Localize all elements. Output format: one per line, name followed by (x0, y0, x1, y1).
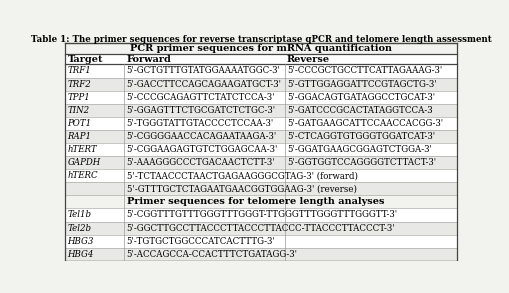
Bar (65, 156, 457, 169)
Text: 5'-CGGGGAACCACAGAATAAGA-3': 5'-CGGGGAACCACAGAATAAGA-3' (126, 132, 276, 141)
Text: Tel2b: Tel2b (68, 224, 92, 233)
Bar (65, 182, 457, 195)
Text: 5'-GTTGGAGGATTCCGTAGCTG-3': 5'-GTTGGAGGATTCCGTAGCTG-3' (287, 80, 436, 88)
Text: 5'-GTTTGCTCTAGAATGAACGGTGGAAG-3' (reverse): 5'-GTTTGCTCTAGAATGAACGGTGGAAG-3' (revers… (126, 184, 356, 193)
Bar (65, 78, 457, 91)
Text: 5'-TGTGCTGGCCCATCACTTTG-3': 5'-TGTGCTGGCCCATCACTTTG-3' (126, 237, 275, 246)
Text: 5'-AAAGGGCCCTGACAACTCTT-3': 5'-AAAGGGCCCTGACAACTCTT-3' (126, 158, 275, 167)
Text: Primer sequences for telomere length analyses: Primer sequences for telomere length ana… (126, 197, 383, 206)
Text: 5'-GACCTTCCAGCAGAAGATGCT-3': 5'-GACCTTCCAGCAGAAGATGCT-3' (126, 80, 281, 88)
Text: 5'-CCCGCTGCCTTCATTAGAAAG-3': 5'-CCCGCTGCCTTCATTAGAAAG-3' (287, 67, 441, 76)
Text: 5'-TGGGTATTGTACCCCTCCAA-3': 5'-TGGGTATTGTACCCCTCCAA-3' (126, 119, 273, 128)
Text: 5'-GGACAGTGATAGGCCTGCAT-3': 5'-GGACAGTGATAGGCCTGCAT-3' (287, 93, 434, 102)
Text: TIN2: TIN2 (68, 106, 90, 115)
Bar (65, 195, 457, 208)
Text: 5'-CGGTTTGTTTGGGTTTGGGT-TTGGGTTTGGGTTTGGGTT-3': 5'-CGGTTTGTTTGGGTTTGGGT-TTGGGTTTGGGTTTGG… (126, 210, 397, 219)
Text: 5'-GGATGAAGCGGAGTCTGGA-3': 5'-GGATGAAGCGGAGTCTGGA-3' (287, 145, 431, 154)
Bar (65, 235, 457, 248)
Text: GAPDH: GAPDH (68, 158, 101, 167)
Text: Target: Target (68, 54, 103, 64)
Text: 5'-GGCTTGCCTTACCCTTACCCTTACCC-TTACCCTTACCCT-3': 5'-GGCTTGCCTTACCCTTACCCTTACCC-TTACCCTTAC… (126, 224, 394, 233)
Text: 5'-GATGAAGCATTCCAACCACGG-3': 5'-GATGAAGCATTCCAACCACGG-3' (287, 119, 442, 128)
Text: 5'-GCTGTTTGTATGGAAAATGGC-3': 5'-GCTGTTTGTATGGAAAATGGC-3' (126, 67, 280, 76)
Bar (65, 222, 457, 235)
Bar (65, 208, 457, 222)
Text: TPP1: TPP1 (68, 93, 90, 102)
Text: 5'-GATCCCGCACTATAGGTCCA-3: 5'-GATCCCGCACTATAGGTCCA-3 (287, 106, 432, 115)
Text: Table 1: The primer sequences for reverse transcriptase qPCR and telomere length: Table 1: The primer sequences for revers… (31, 35, 491, 43)
Text: 5'-CCCGCAGAGTTCTATCTCCA-3': 5'-CCCGCAGAGTTCTATCTCCA-3' (126, 93, 274, 102)
Text: TRF1: TRF1 (68, 67, 91, 76)
Text: HBG4: HBG4 (68, 250, 94, 259)
Text: TRF2: TRF2 (68, 80, 91, 88)
Bar (65, 64, 457, 78)
Bar (65, 143, 457, 156)
Text: 5'-TCTAACCCTAACTGAGAAGGGCGTAG-3' (forward): 5'-TCTAACCCTAACTGAGAAGGGCGTAG-3' (forwar… (126, 171, 357, 180)
Bar (65, 248, 457, 261)
Text: RAP1: RAP1 (68, 132, 92, 141)
Text: hTERC: hTERC (68, 171, 98, 180)
Text: 5'-GGAGTTTCTGCGATCTCTGC-3': 5'-GGAGTTTCTGCGATCTCTGC-3' (126, 106, 275, 115)
Text: Tel1b: Tel1b (68, 210, 92, 219)
Text: POT1: POT1 (68, 119, 92, 128)
Bar (65, 43, 457, 54)
Text: 5'-CGGAAGAGTGTCTGGAGCAA-3': 5'-CGGAAGAGTGTCTGGAGCAA-3' (126, 145, 277, 154)
Bar (65, 169, 457, 182)
Text: PCR primer sequences for mRNA quantification: PCR primer sequences for mRNA quantifica… (130, 44, 391, 53)
Text: Reverse: Reverse (287, 54, 329, 64)
Bar (65, 117, 457, 130)
Bar (65, 54, 457, 64)
Bar (65, 91, 457, 104)
Text: 5'-ACCAGCCA-CCACTTTCTGATAGG-3': 5'-ACCAGCCA-CCACTTTCTGATAGG-3' (126, 250, 297, 259)
Text: 5'-CTCAGGTGTGGGTGGATCAT-3': 5'-CTCAGGTGTGGGTGGATCAT-3' (287, 132, 434, 141)
Bar (65, 104, 457, 117)
Text: Forward: Forward (126, 54, 171, 64)
Text: 5'-GGTGGTCCAGGGGTCTTACT-3': 5'-GGTGGTCCAGGGGTCTTACT-3' (287, 158, 435, 167)
Text: HBG3: HBG3 (68, 237, 94, 246)
Bar (65, 130, 457, 143)
Text: hTERT: hTERT (68, 145, 97, 154)
